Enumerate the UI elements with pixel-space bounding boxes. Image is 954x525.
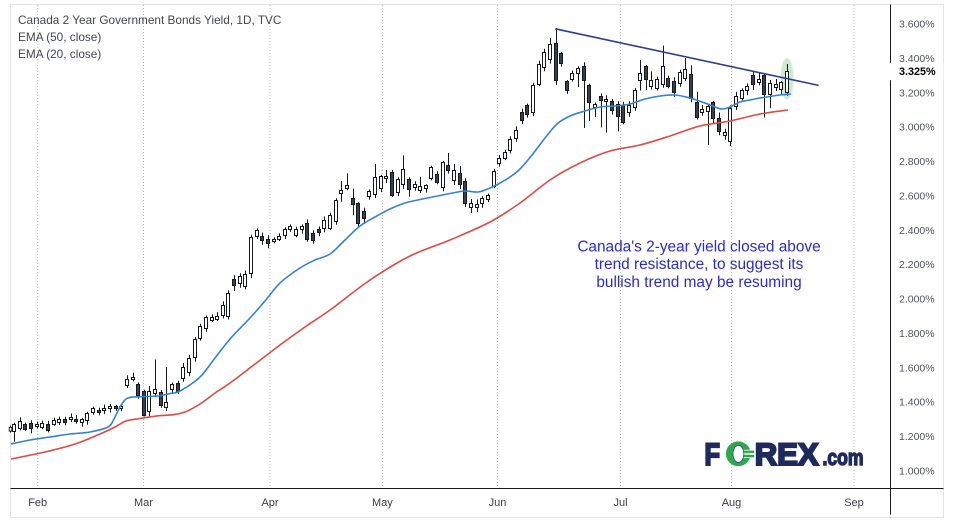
svg-text:Canada's 2-year yield closed a: Canada's 2-year yield closed above [577,239,820,256]
svg-text:3.600%: 3.600% [899,19,935,31]
svg-text:Mar: Mar [134,497,153,509]
svg-text:2.000%: 2.000% [899,294,935,306]
svg-text:2.600%: 2.600% [899,190,935,202]
svg-text:1.000%: 1.000% [899,466,935,478]
svg-text:bullish trend may be resuming: bullish trend may be resuming [596,274,801,291]
svg-text:Canada 2 Year Government Bonds: Canada 2 Year Government Bonds Yield, 1D… [18,13,282,27]
svg-text:REX: REX [755,436,819,472]
svg-text:3.000%: 3.000% [899,122,935,134]
svg-text:Feb: Feb [28,497,47,509]
svg-text:2.200%: 2.200% [899,259,935,271]
svg-text:.com: .com [823,445,864,470]
svg-text:3.400%: 3.400% [899,53,935,65]
svg-text:3.200%: 3.200% [899,87,935,99]
svg-text:Aug: Aug [722,497,742,509]
svg-text:2.800%: 2.800% [899,156,935,168]
svg-text:May: May [372,497,393,509]
svg-text:1.200%: 1.200% [899,431,935,443]
svg-text:1.400%: 1.400% [899,397,935,409]
svg-text:Apr: Apr [261,497,278,509]
svg-text:Jun: Jun [489,497,507,509]
svg-text:Sep: Sep [844,497,864,509]
svg-text:F: F [705,436,721,472]
svg-text:EMA (50, close): EMA (50, close) [18,30,101,44]
svg-text:EMA (20, close): EMA (20, close) [18,47,101,61]
svg-text:Jul: Jul [613,497,627,509]
svg-text:1.600%: 1.600% [899,362,935,374]
svg-text:1.800%: 1.800% [899,328,935,340]
svg-text:3.325%: 3.325% [899,66,936,78]
svg-text:trend resistance, to suggest i: trend resistance, to suggest its [595,256,804,273]
svg-text:2.400%: 2.400% [899,225,935,237]
